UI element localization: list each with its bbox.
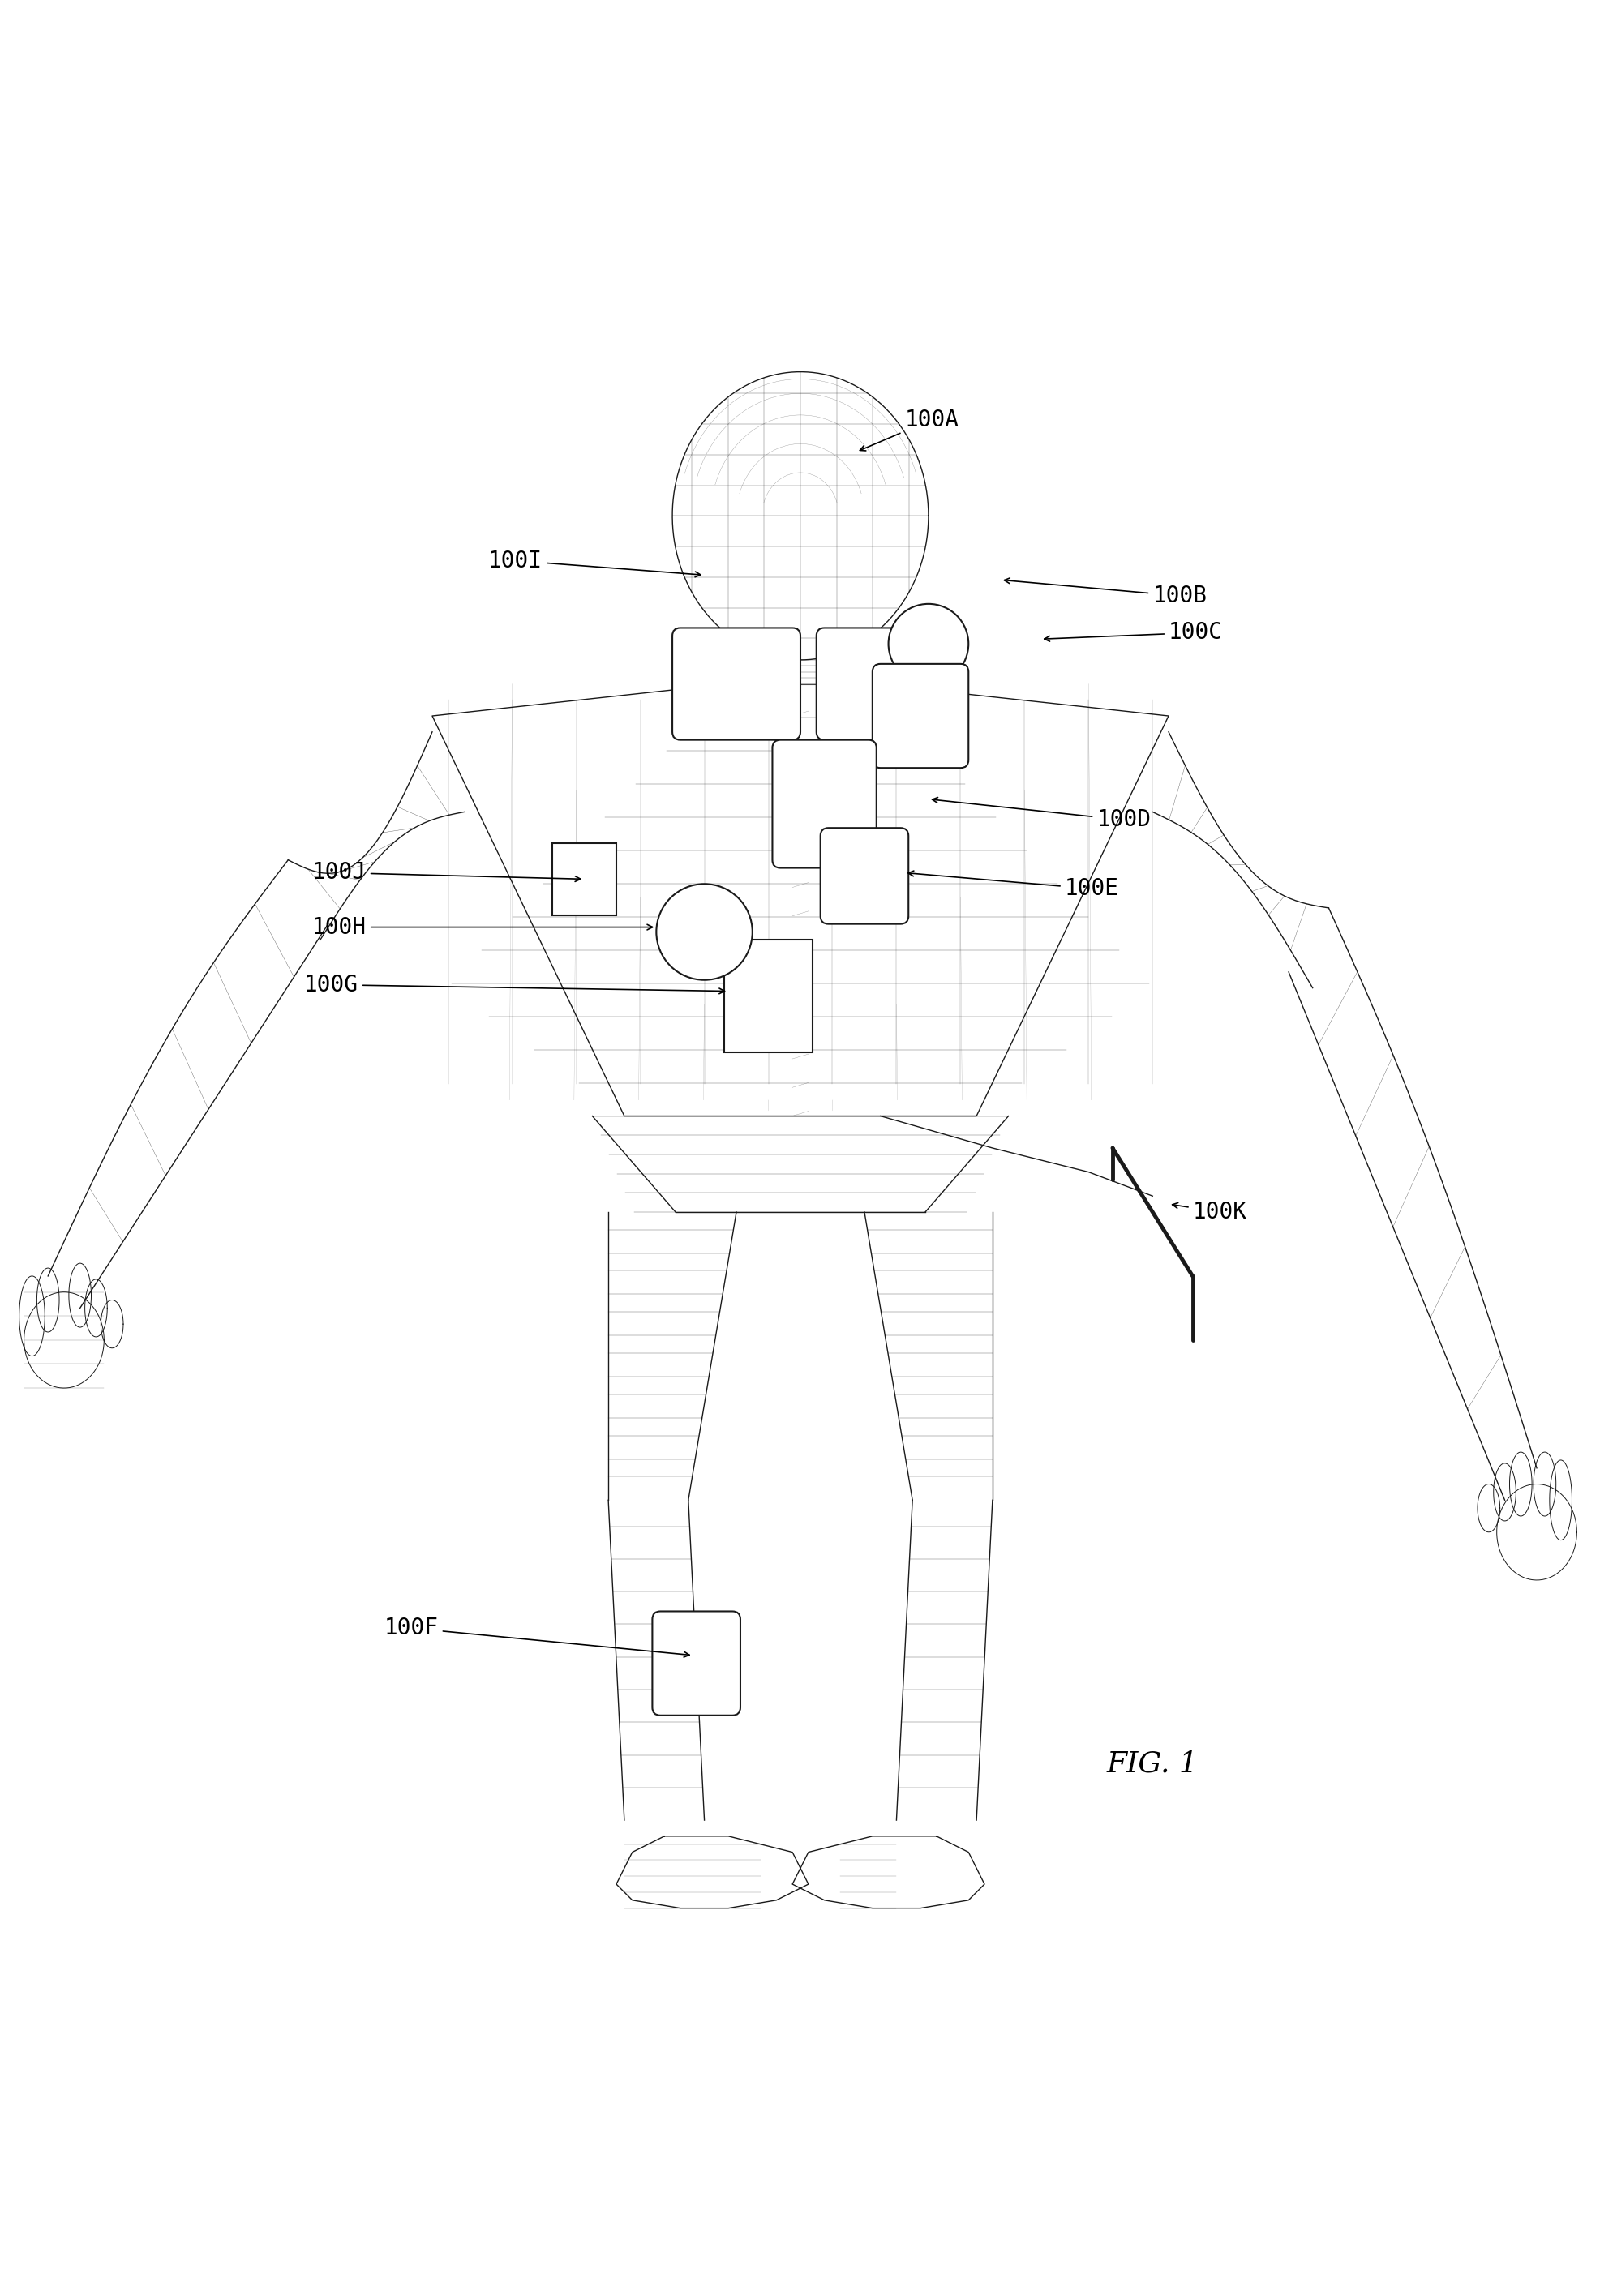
FancyBboxPatch shape [816,627,944,739]
Text: 100E: 100E [907,870,1118,900]
FancyBboxPatch shape [653,1612,739,1715]
Text: 100F: 100F [384,1616,690,1658]
Text: 100C: 100C [1043,622,1222,643]
Text: 100B: 100B [1003,579,1206,606]
Text: 100K: 100K [1171,1201,1246,1224]
Text: FIG. 1: FIG. 1 [1106,1750,1198,1777]
Circle shape [888,604,968,684]
FancyBboxPatch shape [771,739,877,868]
Text: 100D: 100D [931,797,1150,831]
Bar [723,939,811,1052]
Bar [552,843,616,916]
Text: 100G: 100G [304,974,725,996]
Circle shape [656,884,752,980]
FancyBboxPatch shape [672,627,800,739]
Text: 100J: 100J [312,861,581,884]
Text: 100I: 100I [488,549,701,576]
FancyBboxPatch shape [821,829,909,923]
Text: 100A: 100A [859,409,958,450]
Text: 100H: 100H [312,916,653,939]
FancyBboxPatch shape [872,664,968,767]
